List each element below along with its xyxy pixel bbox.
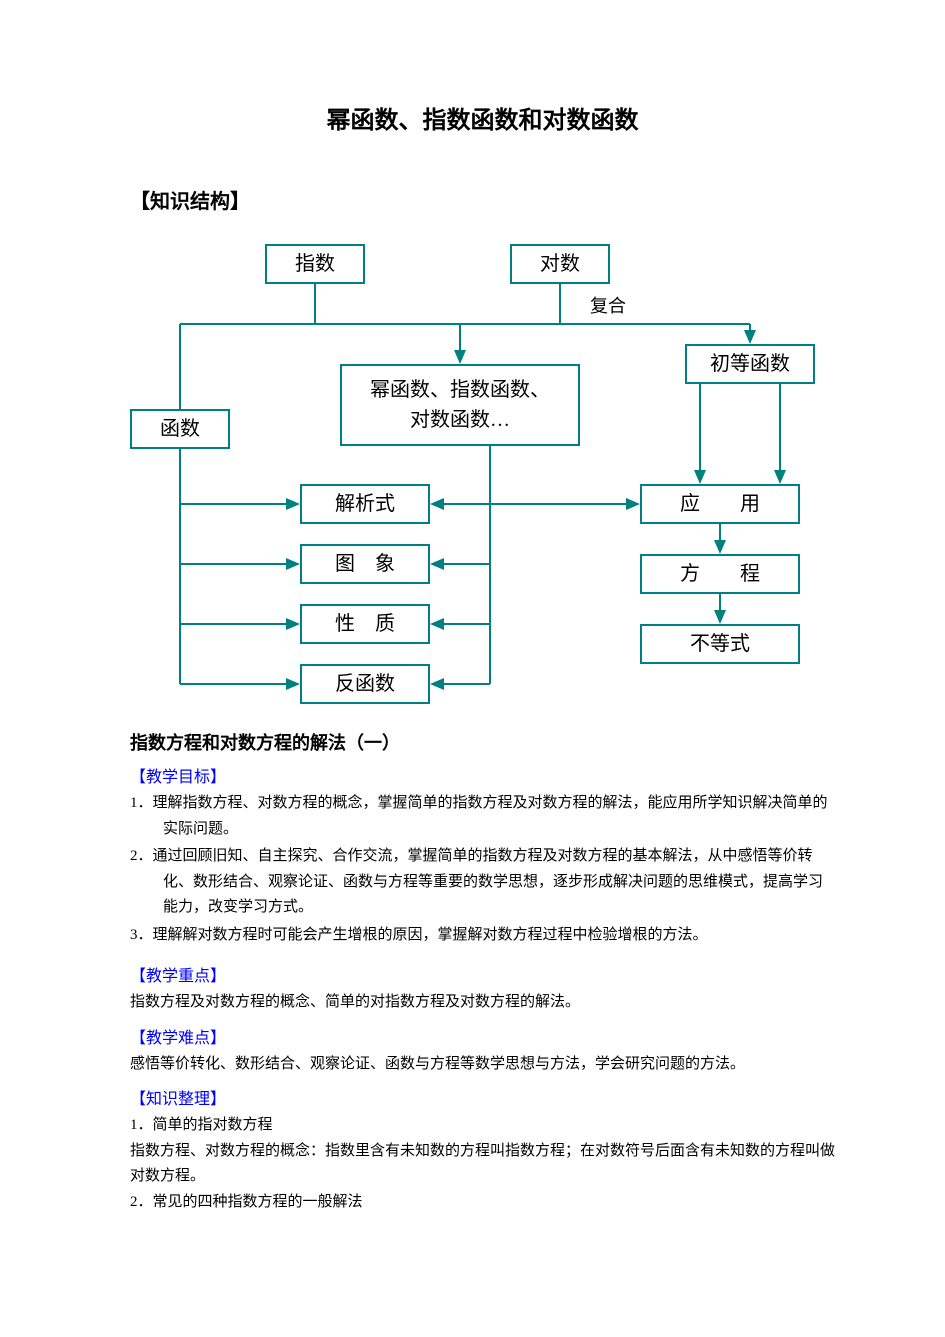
knowledge-item: 1．简单的指对数方程 (130, 1113, 835, 1139)
fc-node-fangcheng: 方 程 (640, 554, 800, 594)
teach-focus-head: 【教学重点】 (130, 962, 835, 986)
fc-node-label: 反函数 (335, 669, 395, 699)
fc-node-yingyong: 应 用 (640, 484, 800, 524)
fc-label-text: 复合 (590, 296, 626, 316)
fc-node-label: 性 质 (335, 609, 395, 639)
knowledge-item: 指数方程、对数方程的概念：指数里含有未知数的方程叫指数方程；在对数符号后面含有未… (130, 1139, 835, 1190)
fc-node-label: 图 象 (335, 549, 395, 579)
fc-label-fuhe: 复合 (590, 292, 626, 318)
teach-diff-head: 【教学难点】 (130, 1024, 835, 1048)
teach-goal-item: 1．理解指数方程、对数方程的概念，掌握简单的指数方程及对数方程的解法，能应用所学… (130, 791, 835, 842)
section-structure-head: 【知识结构】 (130, 185, 835, 214)
fc-node-label: 幂函数、指数函数、 对数函数… (370, 375, 550, 435)
fc-node-chudeng: 初等函数 (685, 344, 815, 384)
fc-node-fanhanshu: 反函数 (300, 664, 430, 704)
fc-node-xingzhi: 性 质 (300, 604, 430, 644)
fc-node-label: 对数 (540, 249, 580, 279)
teach-diff-text: 感悟等价转化、数形结合、观察论证、函数与方程等数学思想与方法，学会研究问题的方法… (130, 1052, 835, 1078)
fc-node-label: 初等函数 (710, 349, 790, 379)
flowchart-knowledge-structure: 指数 对数 函数 幂函数、指数函数、 对数函数… 初等函数 解析式 图 象 性 … (130, 234, 850, 704)
fc-node-zhishu: 指数 (265, 244, 365, 284)
teach-focus-text: 指数方程及对数方程的概念、简单的对指数方程及对数方程的解法。 (130, 990, 835, 1016)
fc-node-duishu: 对数 (510, 244, 610, 284)
fc-node-tuxiang: 图 象 (300, 544, 430, 584)
teach-goal-item: 2．通过回顾旧知、自主探究、合作交流，掌握简单的指数方程及对数方程的基本解法，从… (130, 844, 835, 921)
fc-node-label: 函数 (160, 414, 200, 444)
teach-goal-item: 3．理解解对数方程时可能会产生增根的原因，掌握解对数方程过程中检验增根的方法。 (130, 923, 835, 949)
fc-node-label: 不等式 (690, 629, 750, 659)
fc-node-label: 指数 (295, 249, 335, 279)
fc-node-hanshu: 函数 (130, 409, 230, 449)
fc-node-label: 方 程 (680, 559, 760, 589)
knowledge-item: 2．常见的四种指数方程的一般解法 (130, 1190, 835, 1216)
fc-node-label: 解析式 (335, 489, 395, 519)
fc-node-budengshi: 不等式 (640, 624, 800, 664)
fc-node-label: 应 用 (680, 489, 760, 519)
fc-node-jiexishi: 解析式 (300, 484, 430, 524)
knowledge-head: 【知识整理】 (130, 1085, 835, 1109)
page-title: 幂函数、指数函数和对数函数 (130, 100, 835, 135)
fc-node-main: 幂函数、指数函数、 对数函数… (340, 364, 580, 446)
teach-goal-head: 【教学目标】 (130, 763, 835, 787)
subsection-solve-head: 指数方程和对数方程的解法（一） (130, 729, 835, 755)
